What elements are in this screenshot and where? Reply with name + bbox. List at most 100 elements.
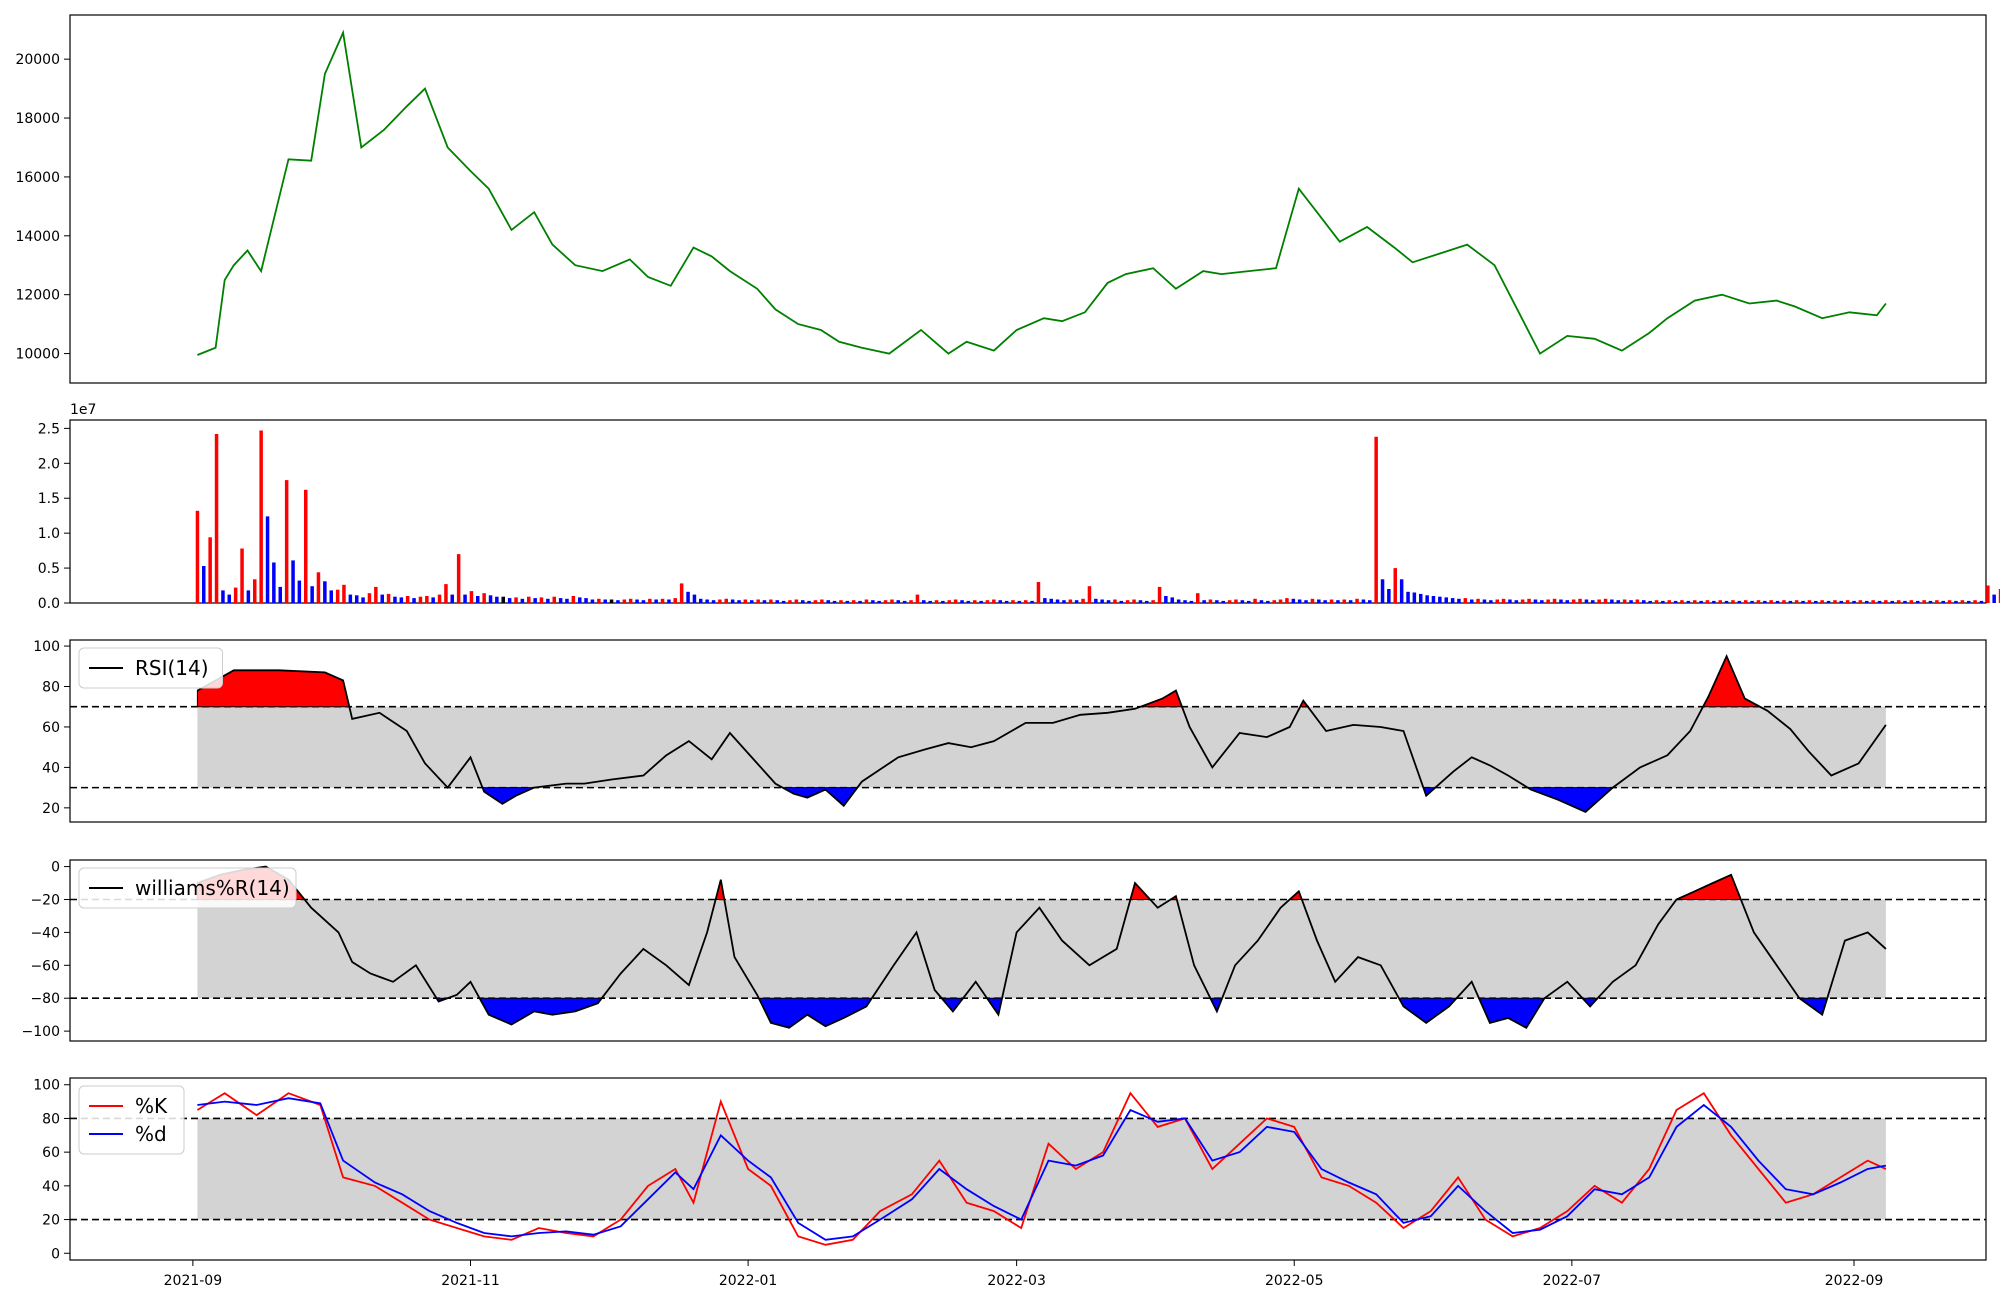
volume-bar: [374, 586, 378, 603]
volume-bar: [711, 600, 716, 603]
volume-bar: [1839, 600, 1843, 603]
volume-bar: [1527, 598, 1531, 603]
volume-bar: [1807, 600, 1812, 603]
volume-bar: [488, 595, 493, 603]
volume-bar: [718, 599, 722, 603]
volume-bar: [227, 594, 231, 603]
volume-bar: [1297, 599, 1302, 603]
volume-bar: [635, 599, 639, 603]
volume-bar: [743, 599, 748, 603]
volume-bar: [1769, 600, 1773, 603]
volume-bar: [1998, 589, 2000, 603]
volume-bar: [1145, 600, 1149, 603]
volume-bar: [1514, 600, 1519, 603]
volume-bar: [1374, 436, 1378, 603]
volume-bar: [1310, 598, 1315, 603]
volume-bar: [1406, 591, 1410, 603]
volume-bar: [380, 594, 384, 603]
volume-bar: [966, 600, 971, 603]
volume-bar: [628, 598, 633, 603]
volume-bar: [1278, 599, 1283, 603]
volume-bar: [412, 598, 416, 603]
volume-bar: [1501, 598, 1506, 603]
volume-bar: [1877, 600, 1882, 603]
volume-bar: [1737, 600, 1742, 603]
y-tick-label: 2.0: [38, 456, 60, 472]
volume-bar: [450, 594, 454, 603]
volume-bar: [1387, 589, 1391, 603]
volume-bar: [558, 598, 563, 603]
volume-bar: [1794, 600, 1799, 603]
volume-bar: [1699, 600, 1703, 603]
volume-bar: [1565, 600, 1569, 603]
volume-bar: [1157, 586, 1162, 603]
volume-bar: [1826, 600, 1831, 603]
volume-bar: [1947, 600, 1952, 603]
volume-bar: [1240, 600, 1245, 603]
volume-bar: [1151, 600, 1155, 603]
volume-bar: [667, 599, 671, 603]
volume-bar: [1724, 600, 1729, 603]
volume-bar: [221, 590, 225, 603]
panel-frame: [69, 859, 1987, 1042]
volume-bar: [1782, 600, 1786, 603]
volume-bar: [214, 434, 219, 603]
y-tick-label: 0: [51, 1246, 60, 1262]
volume-bar: [1673, 600, 1678, 603]
y-tick-label: −100: [22, 1024, 60, 1040]
rsi-line: [196, 653, 1887, 813]
volume-bar: [259, 430, 263, 603]
volume-bar: [202, 566, 206, 603]
volume-bar: [654, 599, 658, 603]
y-tick-label: 20: [42, 801, 60, 817]
volume-bar: [890, 599, 894, 603]
volume-bar: [1068, 599, 1073, 603]
volume-bar: [1457, 598, 1461, 603]
volume-bar: [1011, 600, 1015, 603]
volume-bar: [1438, 596, 1442, 603]
volume-bar: [1622, 599, 1627, 603]
volume-bar: [896, 600, 900, 603]
volume-bar: [1661, 600, 1665, 603]
volume-bar: [1234, 599, 1238, 603]
volume-bar: [1285, 598, 1289, 603]
y-tick-label: 20: [42, 1213, 60, 1229]
volume-bar: [928, 600, 932, 603]
volume-bar: [246, 590, 251, 603]
volume-bar: [233, 587, 238, 603]
volume-bar: [272, 562, 276, 603]
volume-bar: [1189, 600, 1194, 603]
volume-bar: [883, 600, 888, 603]
legend-label: %K: [135, 1094, 168, 1118]
volume-bar: [1393, 568, 1397, 603]
volume-bar: [418, 596, 423, 603]
volume-bar: [578, 597, 582, 603]
volume-bar: [1348, 600, 1353, 603]
volume-bar: [960, 600, 964, 603]
volume-bar: [1858, 600, 1863, 603]
volume-bar: [1227, 600, 1232, 603]
volume-bar: [495, 596, 499, 603]
y-tick-label: 100: [33, 1078, 60, 1094]
volume-bar: [1361, 599, 1366, 603]
volume-bar: [1323, 600, 1327, 603]
volume-bar: [425, 596, 429, 603]
neutral-band: [197, 706, 1886, 788]
volume-bar: [1986, 585, 1990, 603]
price-line: [197, 29, 1887, 356]
volume-bar: [367, 593, 372, 603]
volume-bar: [1603, 598, 1608, 603]
volume-bar: [1750, 600, 1754, 603]
volume-bar: [342, 584, 346, 603]
volume-bar: [934, 600, 939, 603]
volume-bar: [1667, 600, 1671, 603]
x-tick-label: 2021-09: [164, 1273, 223, 1289]
stoch-k-line: [196, 1091, 1887, 1246]
volume-bar: [1412, 592, 1417, 603]
volume-bar: [1119, 600, 1123, 603]
volume-bar: [1208, 599, 1213, 603]
volume-bar: [979, 600, 983, 603]
volume-bar: [520, 598, 525, 603]
volume-bar: [1559, 599, 1563, 603]
volume-bar: [953, 599, 958, 603]
